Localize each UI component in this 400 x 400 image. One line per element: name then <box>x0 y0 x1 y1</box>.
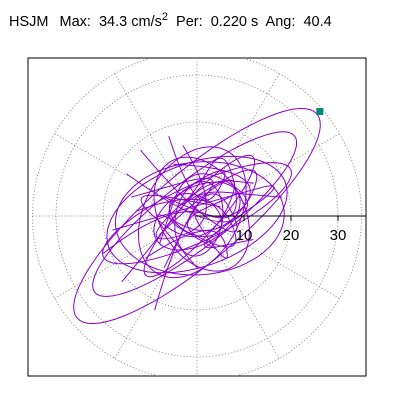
peak-marker <box>316 108 324 115</box>
radial-axis: 10 20 30 <box>197 215 366 244</box>
chart-title: HSJM Max: 34.3 cm/s2 Per: 0.220 s Ang: 40… <box>9 12 332 30</box>
orbit-segment <box>168 135 226 250</box>
angle-label: Ang: <box>265 14 296 30</box>
orbit-segment <box>135 192 240 248</box>
max-unit: cm/s <box>131 14 162 30</box>
orbit-segment <box>140 149 238 268</box>
peak-marker-group <box>316 108 324 115</box>
orbit-loop <box>106 155 288 274</box>
orbit-loop <box>174 181 224 257</box>
angle-value: 40.4 <box>303 14 332 30</box>
orbit-loop <box>102 162 292 265</box>
max-unit-exponent: 2 <box>161 11 168 23</box>
station-code: HSJM <box>9 14 49 30</box>
max-label: Max: <box>59 14 91 30</box>
radial-tick-label: 30 <box>330 227 347 244</box>
max-value: 34.3 <box>98 14 128 30</box>
orbit-loop <box>73 107 321 325</box>
radial-tick-label: 20 <box>283 227 300 244</box>
orbit-segment <box>156 163 251 269</box>
orbit-trace <box>73 107 321 325</box>
orbit-segment <box>140 179 235 238</box>
orbit-segment <box>145 191 282 259</box>
orbit-segment <box>155 145 254 240</box>
period-value: 0.220 s <box>210 14 259 30</box>
period-label: Per: <box>176 14 203 30</box>
orbit-loop <box>114 161 285 276</box>
orbit-loop <box>92 131 298 297</box>
orbit-loop <box>137 146 247 279</box>
radial-tick-label: 10 <box>236 227 253 244</box>
